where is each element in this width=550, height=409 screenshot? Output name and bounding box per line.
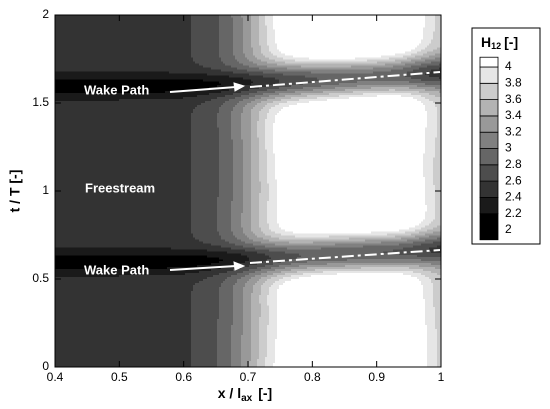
x-label-unit: [-] (258, 385, 272, 401)
annotation: Wake Path (84, 82, 149, 97)
x-tick-label: 0.4 (47, 370, 64, 384)
contour-band (55, 15, 441, 367)
colorbar-label: 4 (505, 59, 512, 73)
colorbar-swatch (479, 66, 499, 84)
arrow-head (233, 261, 246, 271)
contour-band (257, 15, 441, 367)
x-label-sub: ax (241, 393, 253, 404)
colorbar-swatch (479, 56, 499, 68)
x-axis-label: x / lax [-] (218, 385, 272, 404)
wake-line (249, 249, 441, 264)
colorbar-label: 2.6 (505, 173, 522, 187)
wake-line (249, 71, 441, 88)
axes: 0.4 0.5 0.6 0.7 0.8 0.9 1 0 0.5 1 1.5 2 (32, 7, 444, 384)
colorbar-swatch (479, 196, 499, 215)
annotation: Wake Path (84, 262, 149, 277)
contour-field (55, 15, 441, 367)
x-tick-label: 0.9 (368, 370, 385, 384)
annotation: Freestream (85, 180, 155, 195)
contour-band (191, 15, 441, 367)
colorbar-swatch (479, 115, 499, 133)
colorbar-label: 2.2 (505, 206, 522, 220)
colorbar-swatch (479, 99, 499, 117)
colorbar-label: 3.8 (505, 75, 522, 89)
arrow-head (233, 82, 246, 92)
y-axis-label: t / T [-] (7, 170, 23, 213)
legend-title-unit: [-] (504, 34, 518, 50)
colorbar-label: 3.4 (505, 108, 522, 122)
colorbar-label: 3 (505, 141, 512, 155)
colorbar-label: 2.8 (505, 157, 522, 171)
wake-markers (169, 71, 441, 271)
colorbar-label: 2.4 (505, 190, 522, 204)
colorbar-label: 2 (505, 222, 512, 236)
arrow (169, 265, 237, 271)
colorbar-swatch (479, 164, 499, 182)
y-tick-label: 0 (42, 359, 49, 373)
contour-band (231, 15, 441, 367)
x-label-text: x / l (218, 385, 241, 401)
contour-band (55, 71, 253, 278)
x-tick-label: 0.5 (111, 370, 128, 384)
colorbar-swatch (479, 180, 499, 198)
colorbar: 2 2.2 2.4 2.6 2.8 3 3.2 3.4 3.6 3.8 4 (479, 56, 522, 241)
colorbar-label: 3.2 (505, 124, 522, 138)
y-tick-label: 2 (42, 7, 49, 21)
x-tick-label: 0.7 (240, 370, 257, 384)
legend-title: H12 [-] (481, 34, 518, 52)
y-tick-label: 1.5 (32, 95, 49, 109)
x-tick-label: 0.8 (304, 370, 321, 384)
legend-title-sub: 12 (491, 41, 501, 51)
colorbar-swatch (479, 213, 499, 241)
y-tick-label: 1 (42, 183, 49, 197)
colorbar-swatch (479, 82, 499, 101)
y-tick-label: 0.5 (32, 271, 49, 285)
colorbar-swatch (479, 148, 499, 166)
colorbar-label: 3.6 (505, 92, 522, 106)
legend-title-text: H (481, 34, 491, 50)
x-tick-label: 0.6 (175, 370, 192, 384)
colorbar-swatch (479, 131, 499, 149)
contour-band (273, 15, 427, 367)
arrow (169, 86, 237, 93)
x-tick-label: 1 (438, 370, 445, 384)
